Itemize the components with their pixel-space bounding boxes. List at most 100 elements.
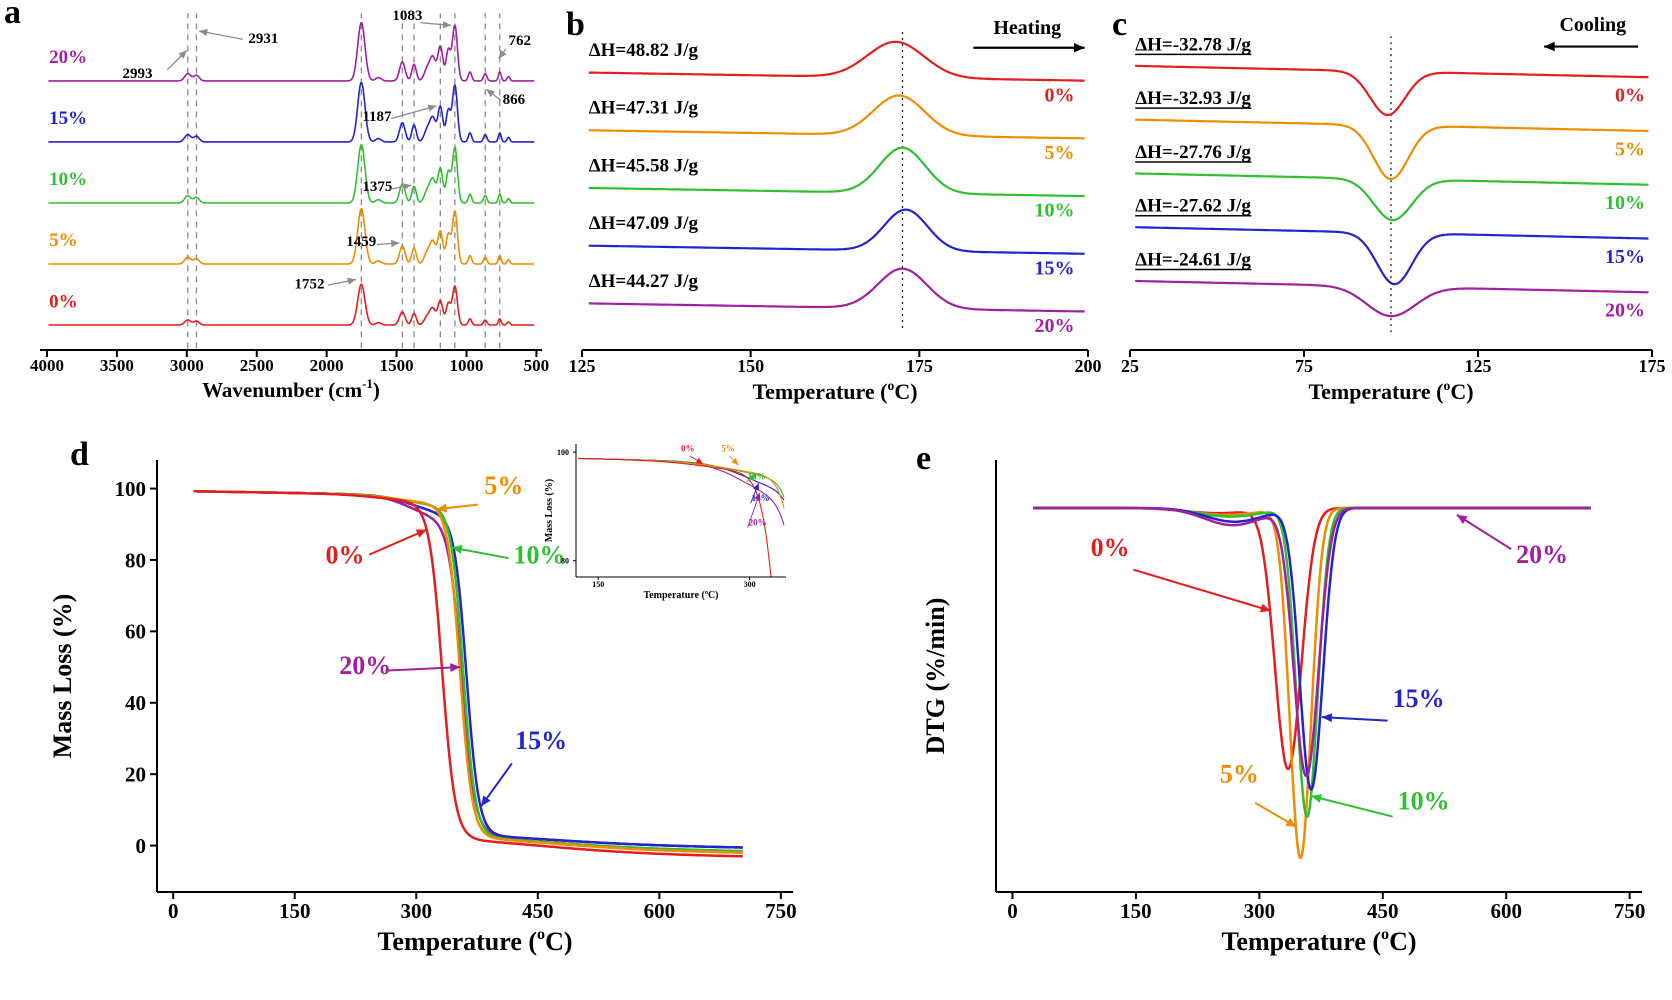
tga-mass-loss-panel: 0 150 300 450 600 750 0 20 40 60 80 100 Temperature … bbox=[48, 460, 797, 956]
annotation-arrowhead bbox=[178, 50, 187, 59]
dsc-cooling-panel: 25 75 125 175 Temperature (oC) ΔH=-32.78 J/g Δ… bbox=[1121, 14, 1666, 404]
annotation-arrow bbox=[385, 666, 461, 672]
x-tick-label: 0 bbox=[168, 899, 179, 923]
series-curve-20% bbox=[588, 267, 1085, 313]
panel-label-b: b bbox=[566, 6, 585, 43]
series-curve-5% bbox=[1135, 118, 1649, 181]
x-tick-label: 25 bbox=[1121, 356, 1139, 376]
chart-label: 10% bbox=[49, 169, 87, 190]
annotation-arrow bbox=[1133, 568, 1272, 612]
annotation-arrowhead bbox=[436, 503, 447, 513]
annotation-arrowhead bbox=[754, 492, 761, 501]
y-axis-title-group: Mass Loss (%) bbox=[48, 594, 77, 759]
x-tick-label: 3500 bbox=[100, 356, 134, 375]
x-tick-label: 150 bbox=[279, 899, 311, 923]
x-tick-label: 600 bbox=[1490, 899, 1522, 923]
x-tick-label: 2000 bbox=[310, 356, 344, 375]
chart-label: ΔH=-27.62 J/g bbox=[1135, 196, 1251, 217]
annotation-arrow bbox=[1456, 514, 1512, 550]
annotation-arrowhead bbox=[1456, 514, 1468, 524]
x-tick-label: 125 bbox=[1465, 356, 1492, 376]
x-tick-label: 600 bbox=[644, 899, 676, 923]
annotation-arrowhead bbox=[1074, 43, 1085, 53]
series-curve-15% bbox=[48, 81, 535, 143]
x-tick-label: 125 bbox=[569, 356, 596, 376]
annotation-arrowhead bbox=[199, 28, 208, 37]
x-tick-label: 500 bbox=[524, 356, 550, 375]
chart-label: 15% bbox=[1393, 684, 1445, 713]
annotation-arrowhead bbox=[481, 795, 491, 807]
y-axis-title: DTG (%/min) bbox=[921, 598, 950, 755]
x-tick-label: 450 bbox=[522, 899, 554, 923]
chart-label: 0% bbox=[681, 444, 695, 454]
annotation-arrowhead bbox=[451, 544, 463, 554]
chart-label: 762 bbox=[508, 33, 531, 49]
chart-label: ΔH=47.31 J/g bbox=[589, 98, 699, 119]
annotation-arrowhead bbox=[753, 483, 759, 491]
annotation-arrowhead bbox=[749, 474, 757, 481]
y-tick-label: 80 bbox=[561, 557, 569, 566]
chart-label: Heating bbox=[993, 17, 1061, 39]
series-curve-0% bbox=[193, 490, 743, 858]
dtg-panel: 0 150 300 450 600 750 Temperature (oC) DTG (%/m… bbox=[921, 460, 1646, 956]
y-tick-label: 60 bbox=[125, 620, 146, 644]
chart-label: 1459 bbox=[346, 234, 376, 250]
annotation-arrowhead bbox=[731, 458, 739, 466]
x-tick-label: 175 bbox=[906, 356, 933, 376]
chart-label: Cooling bbox=[1559, 14, 1626, 36]
annotation-arrowhead bbox=[1544, 41, 1555, 52]
x-axis-title: Temperature (oC) bbox=[1308, 378, 1473, 404]
chart-label: ΔH=-24.61 J/g bbox=[1135, 250, 1251, 271]
ftir-spectra-panel: 4000 3500 3000 2500 2000 1500 1000 500 Wavenumbe… bbox=[30, 8, 550, 402]
x-tick-label: 2500 bbox=[240, 356, 274, 375]
chart-label: 0% bbox=[49, 291, 78, 312]
x-axis-title: Wavenumber (cm-1) bbox=[202, 376, 380, 402]
tga-inset-panel: 150 300 80 100 Temperature (oC) Mass Loss (%)… bbox=[544, 444, 786, 601]
y-tick-label: 100 bbox=[115, 477, 147, 501]
series-curve-5% bbox=[588, 94, 1085, 140]
x-tick-label: 300 bbox=[744, 580, 756, 589]
chart-label: 5% bbox=[1220, 759, 1259, 788]
chart-label: 1083 bbox=[392, 8, 422, 24]
series-curve-10% bbox=[588, 146, 1085, 198]
chart-label: ΔH=-27.76 J/g bbox=[1135, 142, 1251, 163]
chart-label: 20% bbox=[339, 651, 391, 680]
x-tick-label: 750 bbox=[765, 899, 797, 923]
chart-label: 5% bbox=[484, 471, 523, 500]
chart-label: 10% bbox=[1398, 787, 1450, 816]
annotation-arrow bbox=[1321, 716, 1388, 722]
chart-label: ΔH=48.82 J/g bbox=[589, 40, 699, 61]
x-tick-label: 3000 bbox=[170, 356, 204, 375]
dsc-heating-panel: 125 150 175 200 Temperature (oC) ΔH=48.82 J/g… bbox=[569, 17, 1102, 404]
x-tick-label: 1000 bbox=[449, 356, 483, 375]
series-curve-20% bbox=[1032, 506, 1592, 778]
y-tick-label: 20 bbox=[125, 763, 146, 787]
x-tick-label: 150 bbox=[592, 580, 604, 589]
annotation-arrowhead bbox=[450, 663, 461, 672]
series-curve-10% bbox=[48, 144, 535, 204]
series-curve-10% bbox=[1135, 172, 1649, 222]
annotation-arrowhead bbox=[486, 89, 495, 98]
chart-label: 15% bbox=[752, 493, 770, 503]
x-tick-label: 1500 bbox=[380, 356, 414, 375]
annotation-arrowhead bbox=[415, 529, 427, 538]
x-tick-label: 150 bbox=[1120, 899, 1152, 923]
annotation-arrowhead bbox=[402, 183, 412, 191]
annotation-arrow bbox=[368, 528, 428, 556]
chart-label: ΔH=45.58 J/g bbox=[589, 155, 699, 176]
chart-label: 1187 bbox=[362, 109, 392, 125]
x-axis-title: Temperature (oC) bbox=[752, 378, 917, 404]
x-tick-label: 300 bbox=[401, 899, 433, 923]
x-tick-label: 75 bbox=[1295, 356, 1313, 376]
chart-label: 10% bbox=[513, 541, 565, 570]
annotation-arrowhead bbox=[1285, 817, 1297, 827]
panel-label-a: a bbox=[4, 0, 21, 31]
chart-label: 15% bbox=[1605, 246, 1645, 268]
panel-label-c: c bbox=[1112, 6, 1128, 43]
x-tick-label: 750 bbox=[1614, 899, 1646, 923]
chart-label: 5% bbox=[49, 230, 78, 251]
chart-label: 5% bbox=[1615, 138, 1645, 160]
chart-label: 866 bbox=[503, 92, 526, 108]
chart-label: 20% bbox=[749, 517, 767, 527]
chart-label: 20% bbox=[1035, 315, 1075, 337]
